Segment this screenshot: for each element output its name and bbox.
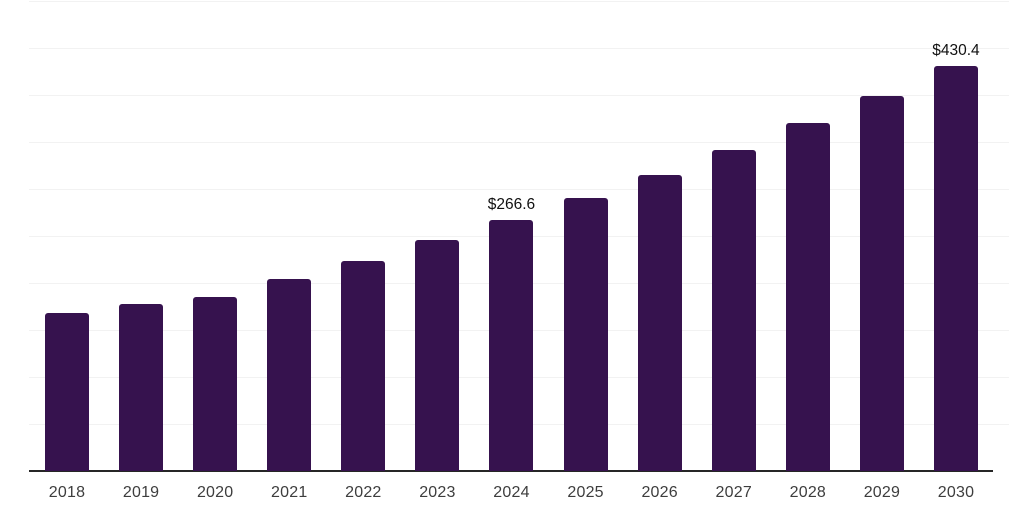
x-tick-label-2029: 2029 bbox=[863, 484, 901, 501]
x-tick-label-2020: 2020 bbox=[196, 484, 234, 501]
x-tick-label-2019: 2019 bbox=[122, 484, 160, 501]
x-tick-label-2021: 2021 bbox=[271, 484, 308, 501]
bar-2019 bbox=[119, 303, 164, 471]
bar-2028 bbox=[785, 123, 830, 471]
bar-2027 bbox=[711, 149, 756, 471]
bar-2025 bbox=[563, 198, 608, 471]
bar-2020 bbox=[193, 297, 238, 471]
bar-2018 bbox=[45, 313, 89, 471]
bar-2030 bbox=[933, 66, 978, 471]
bar-2029 bbox=[859, 95, 904, 471]
x-tick-label-2022: 2022 bbox=[345, 484, 382, 501]
x-tick-label-2027: 2027 bbox=[715, 484, 752, 501]
data-label-2024: $266.6 bbox=[487, 196, 536, 214]
x-tick-label-2024: 2024 bbox=[493, 484, 530, 501]
gridline bbox=[29, 189, 1009, 190]
data-label-2030: $430.4 bbox=[932, 42, 980, 60]
gridline bbox=[29, 1, 1009, 2]
gridline bbox=[29, 95, 1009, 96]
bar-2023 bbox=[415, 239, 460, 471]
gridline bbox=[29, 142, 1009, 143]
x-tick-label-2028: 2028 bbox=[789, 484, 827, 501]
bar-2022 bbox=[341, 261, 386, 471]
x-tick-label-2023: 2023 bbox=[419, 484, 456, 501]
x-tick-label-2026: 2026 bbox=[641, 484, 678, 501]
x-tick-label-2018: 2018 bbox=[48, 484, 86, 501]
bar-2024 bbox=[489, 220, 534, 471]
x-axis-line bbox=[29, 470, 993, 472]
bar-2021 bbox=[267, 279, 312, 471]
x-tick-label-2030: 2030 bbox=[937, 484, 975, 501]
x-tick-label-2025: 2025 bbox=[567, 484, 604, 501]
gridline bbox=[29, 48, 1009, 49]
bar-2026 bbox=[637, 174, 682, 471]
